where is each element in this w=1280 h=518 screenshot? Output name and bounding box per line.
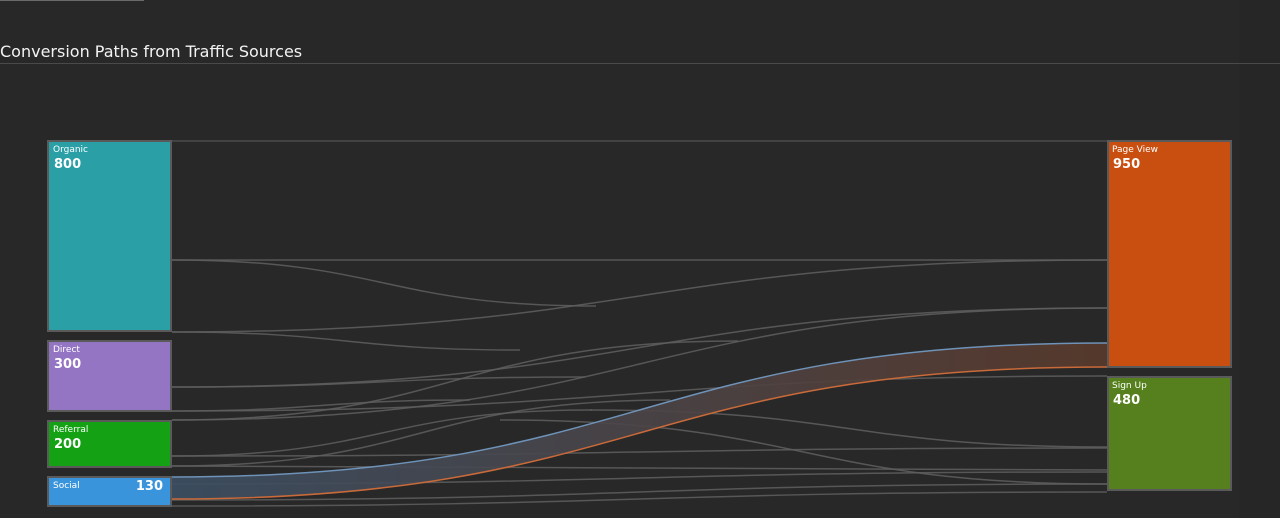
source-node-name: Direct [53, 345, 80, 355]
flow-link [171, 483, 1108, 501]
source-node-value: 130 [136, 479, 163, 494]
flow-link [171, 447, 1108, 457]
source-node-value: 200 [54, 437, 81, 452]
source-node-direct: Direct 300 [47, 340, 172, 412]
top-tab-indicator [0, 0, 144, 1]
source-node-social: Social 130 [47, 476, 172, 507]
source-node-referral: Referral 200 [47, 420, 172, 468]
highlight-flow-edge-top [171, 342, 1108, 478]
flow-link [171, 491, 1108, 507]
flow-link [171, 399, 471, 412]
target-node-name: Sign Up [1112, 381, 1147, 391]
target-node-rect [1107, 376, 1232, 491]
target-node-name: Page View [1112, 145, 1158, 155]
highlight-layer [171, 342, 1108, 500]
flow-link [171, 307, 1108, 421]
source-node-rect [47, 140, 172, 332]
source-node-name: Social [53, 481, 80, 491]
target-node-value: 480 [1113, 393, 1140, 408]
source-node-rect [47, 420, 172, 468]
flow-link [171, 307, 1108, 388]
header-divider [0, 63, 1280, 64]
flow-link [171, 399, 671, 467]
source-node-value: 800 [54, 157, 81, 172]
source-node-rect [47, 476, 172, 507]
target-node-value: 950 [1113, 157, 1140, 172]
node-layer: Organic 800 Direct 300 Referral 200 Social 130 P… [47, 140, 1232, 507]
flow-link [171, 331, 521, 351]
target-node-signup: Sign Up 480 [1107, 376, 1232, 491]
source-node-rect [47, 340, 172, 412]
source-node-name: Organic [53, 145, 88, 155]
flow-link [171, 376, 586, 388]
highlight-flow-edge-bottom [171, 366, 1108, 500]
flow-link [171, 375, 1108, 412]
flow-layer [171, 259, 1108, 507]
target-node-rect [1107, 140, 1232, 368]
flow-link [171, 465, 1108, 471]
flow-link [171, 409, 593, 457]
target-node-pageview: Page View 950 [1107, 140, 1232, 368]
source-node-name: Referral [53, 425, 88, 435]
flow-link [171, 259, 597, 307]
flow-link [171, 259, 1108, 333]
source-node-organic: Organic 800 [47, 140, 172, 332]
chart-title: Conversion Paths from Traffic Sources [0, 42, 303, 61]
highlight-flow-band [172, 343, 1107, 499]
flow-link [171, 340, 739, 421]
source-node-value: 300 [54, 357, 81, 372]
